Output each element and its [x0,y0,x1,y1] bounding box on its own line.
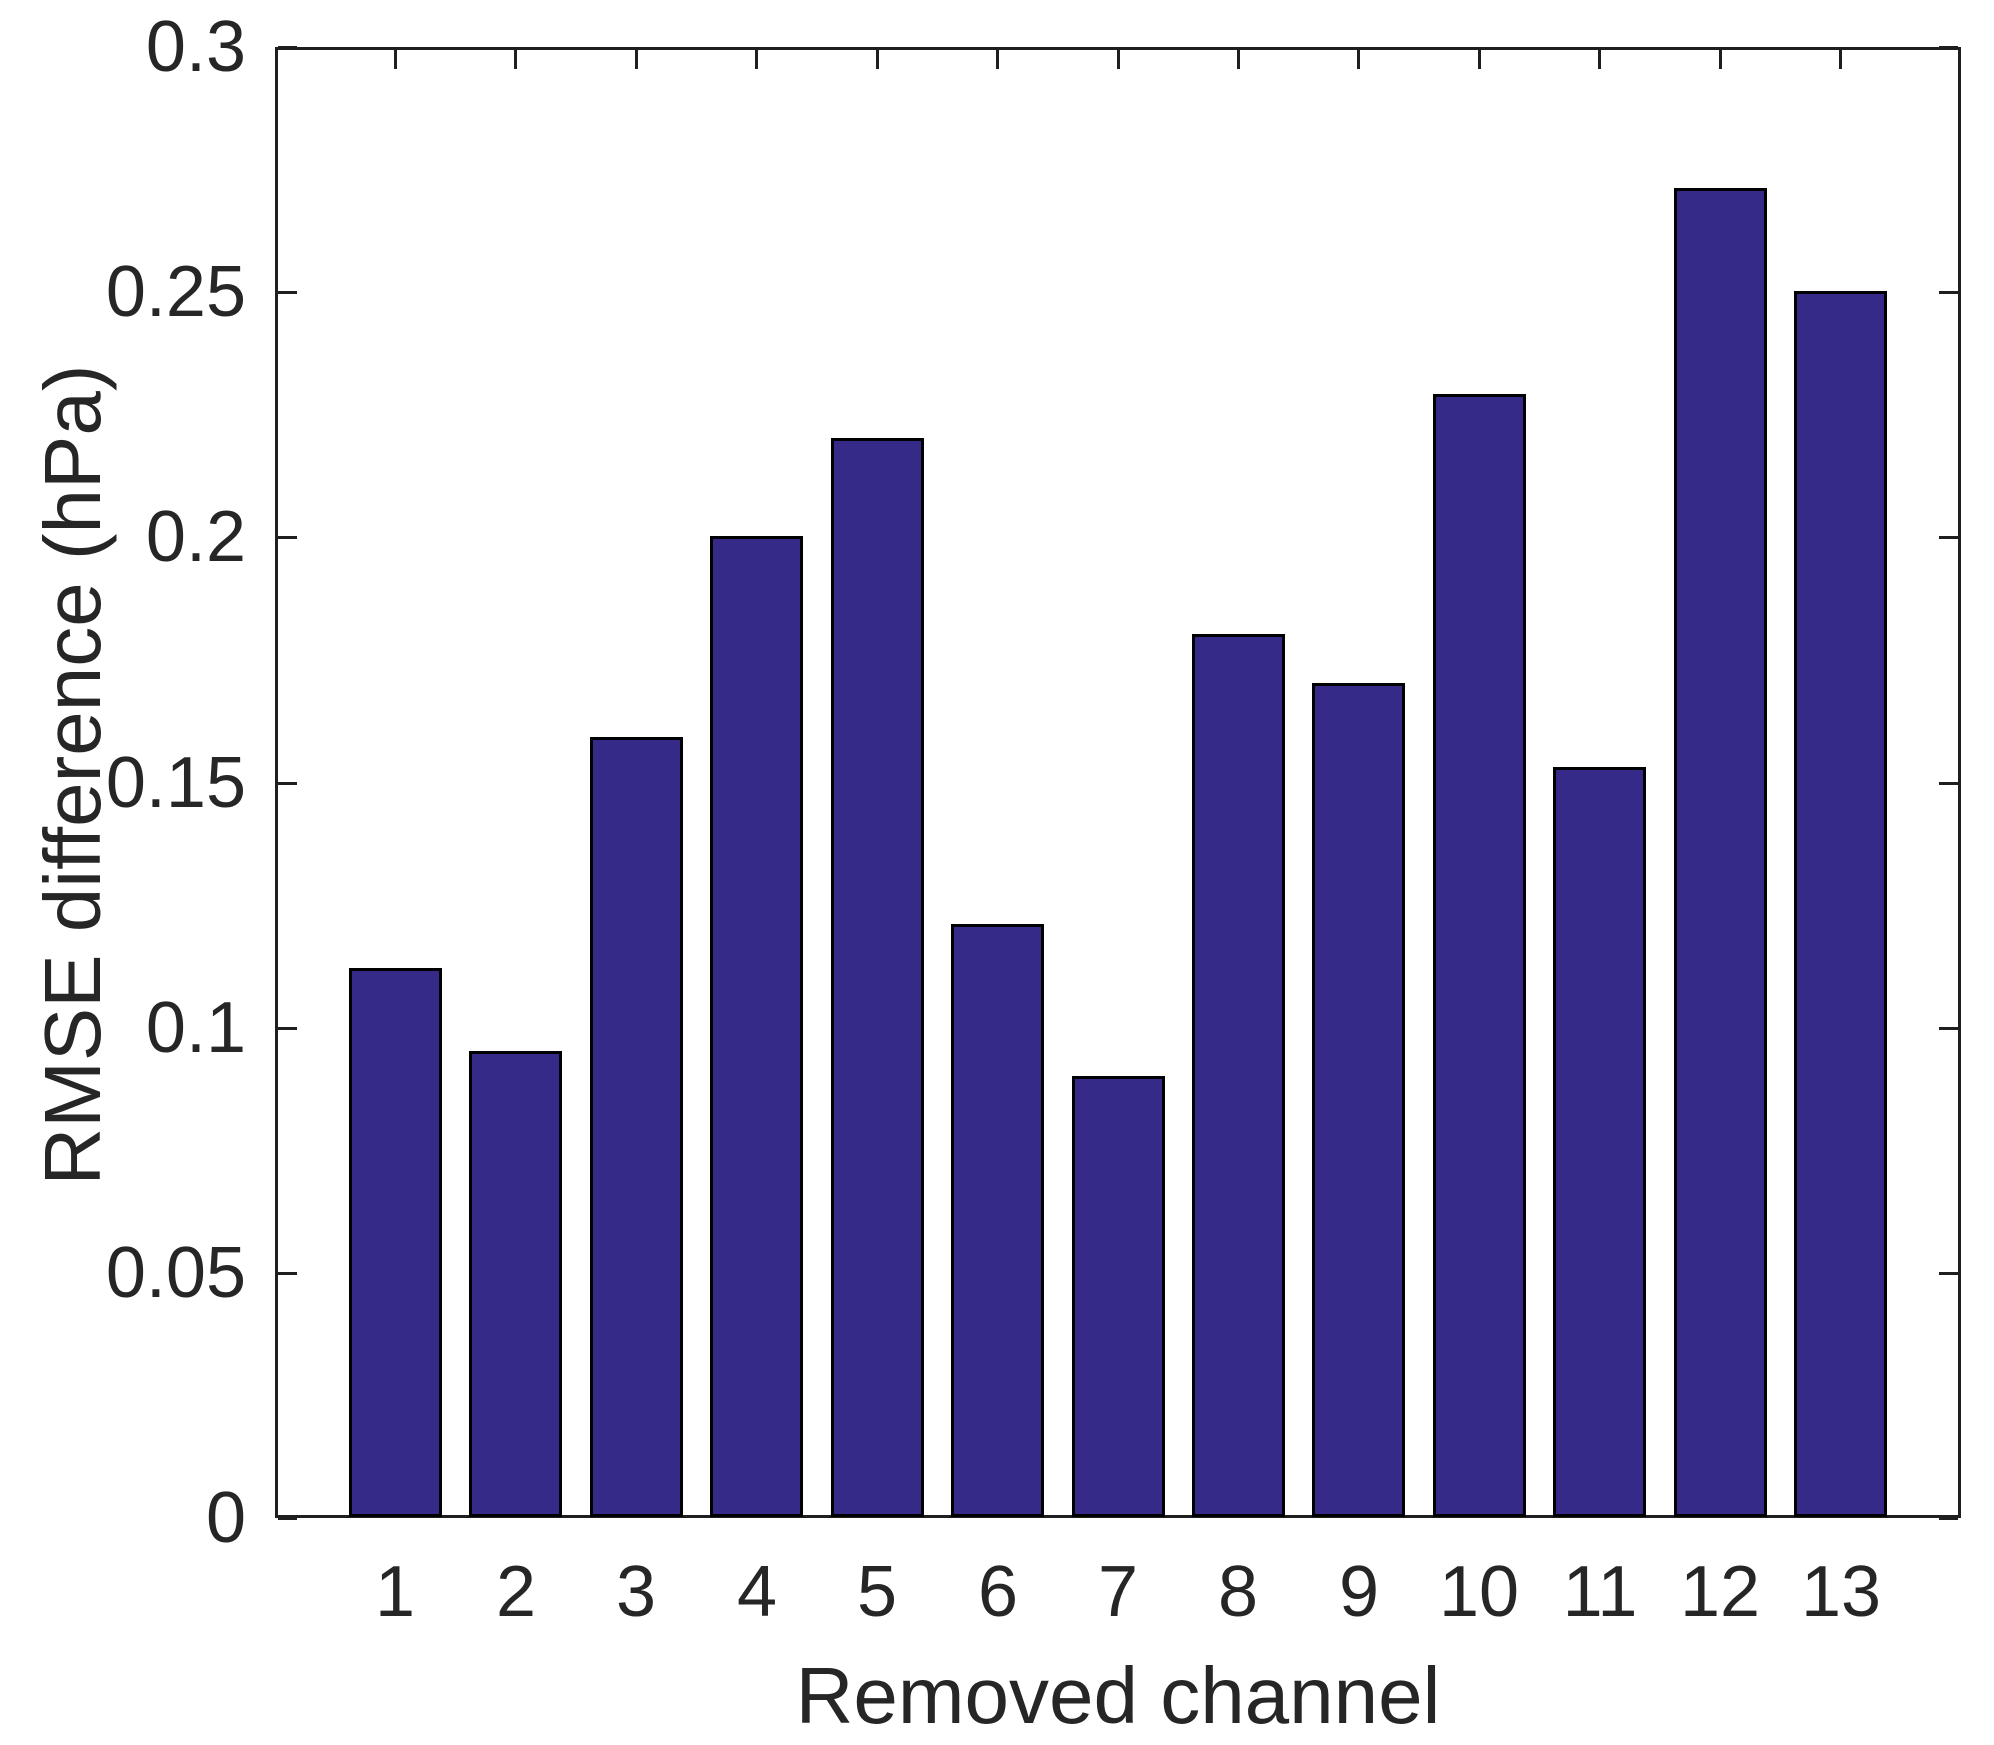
y-tick-left [278,1027,297,1030]
x-tick-top [1117,50,1120,69]
bar-channel-3 [590,737,683,1517]
y-tick-left [278,782,297,785]
x-tick-label: 7 [1097,1552,1139,1632]
x-tick-top [755,50,758,69]
bar-channel-8 [1192,634,1285,1517]
y-tick-label: 0.2 [145,497,246,577]
x-tick-top [1478,50,1481,69]
y-tick-right [1939,1517,1958,1520]
x-tick-label: 10 [1438,1552,1520,1632]
bar-channel-10 [1433,394,1526,1517]
x-tick-label: 2 [495,1552,537,1632]
x-tick-label: 8 [1217,1552,1259,1632]
bar-channel-7 [1072,1076,1165,1517]
y-tick-right [1939,536,1958,539]
y-tick-right [1939,46,1958,49]
bar-channel-13 [1794,291,1887,1517]
x-tick-label: 4 [736,1552,778,1632]
x-tick-label: 3 [615,1552,657,1632]
x-tick-label: 6 [977,1552,1019,1632]
y-tick-right [1939,782,1958,785]
y-tick-label: 0.3 [145,7,246,87]
x-tick-label: 11 [1562,1552,1638,1632]
bar-channel-5 [831,438,924,1517]
bar-channel-11 [1553,767,1646,1517]
x-tick-top [1839,50,1842,69]
y-tick-label: 0.1 [145,988,246,1068]
y-tick-label: 0.15 [105,743,246,823]
y-tick-left [278,1517,297,1520]
y-tick-label: 0 [205,1478,246,1558]
x-tick-label: 12 [1679,1552,1761,1632]
y-tick-left [278,1272,297,1275]
bar-channel-12 [1674,188,1767,1517]
bar-channel-2 [469,1051,562,1517]
bar-channel-9 [1312,683,1405,1517]
y-tick-left [278,46,297,49]
bar-channel-4 [710,536,803,1517]
bar-channel-6 [951,924,1044,1517]
x-tick-top [1719,50,1722,69]
y-tick-right [1939,1027,1958,1030]
x-axis-title: Removed channel [795,1651,1441,1740]
x-tick-top [876,50,879,69]
x-tick-label: 5 [856,1552,898,1632]
y-tick-right [1939,291,1958,294]
x-tick-top [1357,50,1360,69]
y-tick-left [278,536,297,539]
y-tick-label: 0.25 [105,252,246,332]
x-tick-top [394,50,397,69]
y-tick-right [1939,1272,1958,1275]
y-tick-label: 0.05 [105,1233,246,1313]
x-tick-top [514,50,517,69]
x-tick-top [635,50,638,69]
x-tick-top [1237,50,1240,69]
x-tick-label: 1 [374,1552,416,1632]
x-tick-label: 13 [1800,1552,1882,1632]
y-tick-left [278,291,297,294]
x-tick-top [996,50,999,69]
x-tick-label: 9 [1338,1552,1380,1632]
bar-channel-1 [349,968,442,1517]
x-tick-top [1598,50,1601,69]
y-axis-title: RMSE difference (hPa) [28,364,117,1186]
